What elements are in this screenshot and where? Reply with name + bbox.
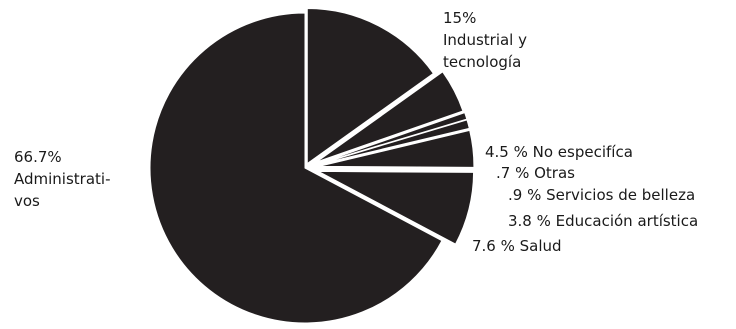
label-industrial-line: tecnología	[443, 53, 521, 71]
label-administrativos-line: Administrati-	[14, 170, 111, 188]
label-no-especifica: 4.5 % No especifíca	[485, 143, 633, 161]
pie-slice-industrial	[306, 8, 435, 165]
label-industrial-line: 15%	[443, 9, 476, 27]
label-educacion-artistica: 3.8 % Educación artística	[508, 212, 698, 230]
pie-slices	[149, 8, 475, 324]
label-administrativos-line: vos	[14, 192, 40, 210]
pie-slice-servicios-belleza	[318, 119, 470, 165]
label-administrativos: 66.7% Administrati- vos	[14, 148, 115, 210]
label-otras: .7 % Otras	[496, 164, 575, 182]
label-industrial-line: Industrial y	[443, 31, 527, 49]
pie-slice-salud	[318, 170, 475, 245]
pie-slice-administrativos	[149, 12, 443, 324]
label-administrativos-line: 66.7%	[14, 148, 62, 166]
pie-slice-otras	[318, 111, 468, 165]
pie-labels: 15% Industrial y tecnología 4.5 % No esp…	[14, 9, 698, 255]
label-industrial: 15% Industrial y tecnología	[443, 9, 532, 71]
pie-slice-educacion-artistica	[318, 129, 475, 168]
label-salud: 7.6 % Salud	[472, 237, 562, 255]
label-servicios-belleza: .9 % Servicios de belleza	[508, 186, 695, 204]
pie-slice-no-especifica	[316, 71, 464, 163]
